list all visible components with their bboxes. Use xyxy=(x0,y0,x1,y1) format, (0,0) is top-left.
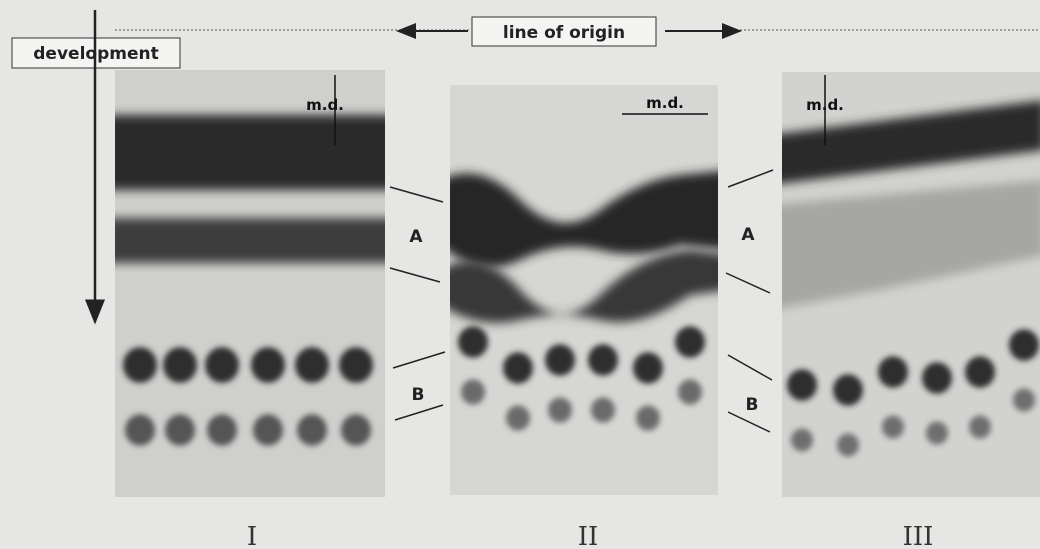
panel-marks xyxy=(450,171,718,431)
spot xyxy=(548,397,572,423)
panel-marks xyxy=(115,115,385,446)
panel-marks xyxy=(782,100,1040,457)
spot xyxy=(837,433,859,457)
band xyxy=(115,115,385,190)
spot xyxy=(922,362,952,394)
panel-label: I xyxy=(247,522,257,549)
spot xyxy=(833,374,863,406)
spot xyxy=(791,428,813,452)
spot xyxy=(341,414,371,446)
panel-label: III xyxy=(903,522,934,549)
panel-label: II xyxy=(578,522,599,549)
spot xyxy=(207,414,237,446)
zone-a: A xyxy=(741,225,755,245)
spot xyxy=(882,415,904,439)
spot xyxy=(591,397,615,423)
md-label: m.d. xyxy=(306,96,344,114)
band xyxy=(450,171,718,268)
md-label: m.d. xyxy=(646,94,684,112)
spot xyxy=(458,326,488,358)
spot xyxy=(588,344,618,376)
spot xyxy=(636,405,660,431)
spot xyxy=(633,352,663,384)
spot xyxy=(339,347,373,383)
spot xyxy=(165,414,195,446)
origin-box xyxy=(471,16,657,47)
spot xyxy=(506,405,530,431)
spot xyxy=(205,347,239,383)
spot xyxy=(878,356,908,388)
spot xyxy=(297,414,327,446)
spot xyxy=(926,421,948,445)
spot xyxy=(545,344,575,376)
spot xyxy=(123,347,157,383)
spot xyxy=(295,347,329,383)
line-of-origin: line of origin xyxy=(503,23,625,43)
spot xyxy=(253,414,283,446)
band xyxy=(115,218,385,263)
spot xyxy=(1013,388,1035,412)
zone-a: A xyxy=(409,227,423,247)
spot xyxy=(675,326,705,358)
spot xyxy=(163,347,197,383)
spot xyxy=(969,415,991,439)
spot xyxy=(1009,329,1039,361)
spot xyxy=(125,414,155,446)
zone-b: B xyxy=(746,395,759,415)
zone-b: B xyxy=(412,385,425,405)
spot xyxy=(461,379,485,405)
zone-lines xyxy=(389,169,774,433)
spot xyxy=(678,379,702,405)
spot xyxy=(503,352,533,384)
band xyxy=(782,100,1040,184)
spot xyxy=(965,356,995,388)
spot xyxy=(787,369,817,401)
spot xyxy=(251,347,285,383)
band xyxy=(782,180,1040,308)
band xyxy=(450,250,718,323)
